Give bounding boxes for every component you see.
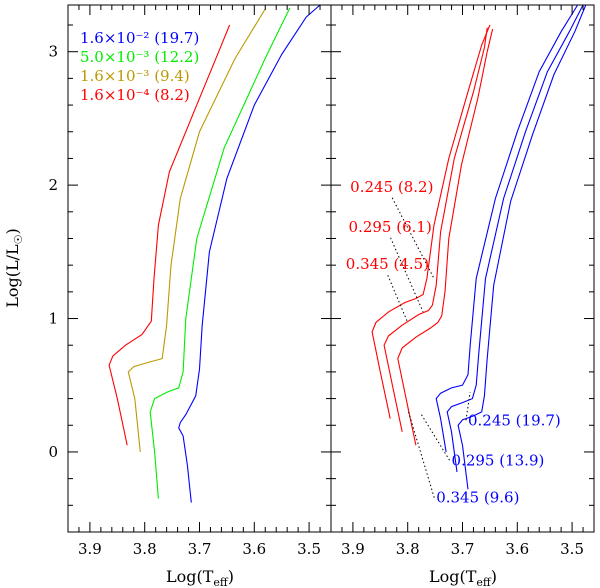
left-xlabel-sub: eff <box>213 576 229 588</box>
right-series-0-245-19-7-line <box>435 4 579 452</box>
left-xtick-label: 3.9 <box>78 540 102 558</box>
annotation-0-245-19-7: 0.245 (19.7) <box>468 411 561 429</box>
left-curves <box>108 4 321 503</box>
annotation-0-345-9-6: 0.345 (9.6) <box>436 489 519 507</box>
right-annotations: 0.245 (8.2) 0.295 (6.1) 0.345 (4.5) 0.245 (… <box>346 178 561 507</box>
right-series-0-295-13-9-line <box>446 4 584 473</box>
left-series-1-6-10-8-2-line <box>108 24 231 446</box>
left-ticks: 3.9 3.8 3.7 3.6 3.5 0 1 2 3 <box>48 5 332 558</box>
right-xtick-label: 3.7 <box>451 540 475 558</box>
legend-entry-2: 5.0×10⁻³ (12.2) <box>80 48 199 66</box>
left-xtick-label: 3.5 <box>297 540 321 558</box>
left-ytick-label: 0 <box>48 443 58 461</box>
left-ytick-label: 2 <box>48 176 58 194</box>
ylabel-sun-symbol: ☉ <box>12 234 25 244</box>
right-xlabel-close: ) <box>491 567 497 586</box>
right-series-0-295-6-1-line <box>383 27 488 433</box>
left-panel: 3.9 3.8 3.7 3.6 3.5 0 1 2 3 1.6×10⁻² (19.7)5.0×1… <box>3 4 332 588</box>
legend-entry-1: 1.6×10⁻² (19.7) <box>80 29 199 47</box>
legend-entry-3: 1.6×10⁻³ (9.4) <box>80 67 190 85</box>
left-xtick-label: 3.7 <box>188 540 212 558</box>
annotation-leader-0-245-19-7 <box>465 391 471 421</box>
ylabel-close: ) <box>3 228 22 234</box>
annotation-leader-0-345-4-5 <box>387 274 409 323</box>
left-xlabel-close: ) <box>228 567 234 586</box>
annotation-0-295-6-1: 0.295 (6.1) <box>349 218 432 236</box>
right-xtick-label: 3.9 <box>341 540 365 558</box>
left-xtick-label: 3.8 <box>133 540 157 558</box>
left-series-5-0-10-12-2-line <box>149 7 291 499</box>
left-ytick-label: 1 <box>48 310 58 328</box>
right-curves <box>371 4 587 490</box>
right-xlabel-sub: eff <box>476 576 492 588</box>
right-panel: 3.9 3.8 3.7 3.6 3.5 0.245 (8.2)0.295 (6.1)0.… <box>330 4 595 588</box>
annotation-0-345-4-5: 0.345 (4.5) <box>346 255 429 273</box>
right-series-0-245-8-2-line <box>371 24 491 419</box>
annotation-leader-0-295-13-9 <box>420 414 450 461</box>
left-xlabel: Log(Teff) <box>166 567 234 588</box>
right-ticks: 3.9 3.8 3.7 3.6 3.5 <box>330 5 595 558</box>
right-series-0-345-9-6-line <box>457 4 587 490</box>
right-xtick-label: 3.5 <box>560 540 584 558</box>
legend-entry-4: 1.6×10⁻⁴ (8.2) <box>80 86 190 104</box>
left-xtick-label: 3.6 <box>242 540 266 558</box>
ylabel: Log(L/L☉) <box>3 228 25 308</box>
right-xlabel: Log(Teff) <box>429 567 497 588</box>
right-series-0-345-4-5-line <box>397 28 494 446</box>
annotation-leader-0-245-8-2 <box>391 197 435 279</box>
left-ytick-label: 3 <box>48 43 58 61</box>
left-series-1-6-10-19-7-line <box>178 4 321 503</box>
annotation-0-295-13-9: 0.295 (13.9) <box>452 451 545 469</box>
left-legend: 1.6×10⁻² (19.7)5.0×10⁻³ (12.2)1.6×10⁻³ (… <box>80 29 199 104</box>
left-series-1-6-10-9-4-line <box>127 8 266 452</box>
right-xtick-label: 3.6 <box>505 540 529 558</box>
right-leader-lines <box>387 197 471 498</box>
annotation-leader-0-295-6-1 <box>390 237 424 313</box>
right-xtick-label: 3.8 <box>396 540 420 558</box>
annotation-leader-0-345-9-6 <box>407 409 435 498</box>
annotation-0-245-8-2: 0.245 (8.2) <box>350 178 433 196</box>
